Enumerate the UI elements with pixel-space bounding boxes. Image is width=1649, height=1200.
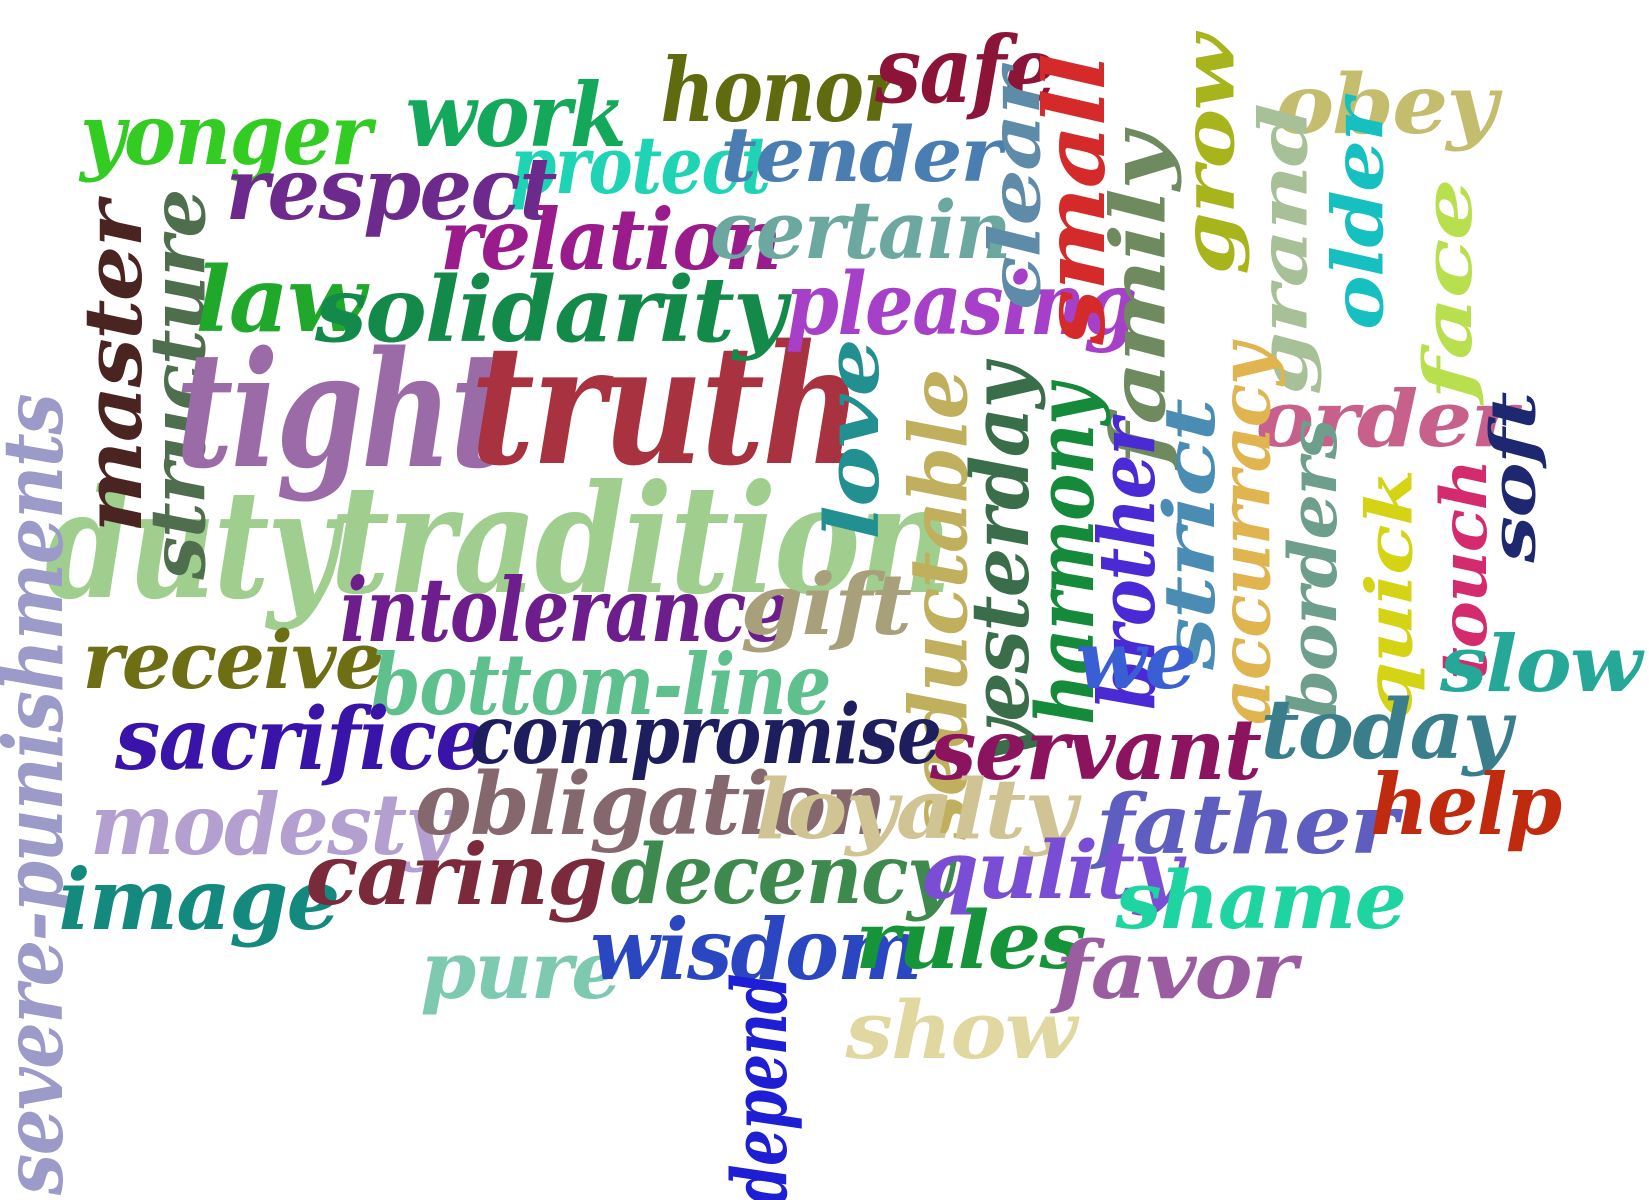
word-depend: depend <box>715 974 805 1200</box>
word-we: we <box>1074 613 1196 707</box>
word-protect: protect <box>509 118 771 212</box>
word-severe-punishments: severe-punishments <box>0 394 83 1196</box>
word-respect: respect <box>225 139 557 240</box>
word-rules: rules <box>855 893 1086 987</box>
word-today: today <box>1259 682 1511 778</box>
word-shame: shame <box>1114 853 1406 947</box>
word-solidarity: solidarity <box>315 257 787 363</box>
word-work: work <box>405 63 626 167</box>
word-compromise: compromise <box>469 687 942 783</box>
word-help: help <box>1369 755 1562 854</box>
word-tradition: tradition <box>329 452 952 628</box>
word-favor: favor <box>1054 923 1297 1017</box>
word-obey: obey <box>1275 57 1497 153</box>
word-sacrifice: sacrifice <box>115 689 486 790</box>
word-decency: decency <box>610 827 952 923</box>
word-truth: truth <box>470 307 862 502</box>
word-father: father <box>1094 777 1397 873</box>
word-certain: certain <box>710 183 1011 277</box>
word-bottom-line: bottom-line <box>369 635 832 734</box>
word-tender: tender <box>720 110 1002 199</box>
word-tight: tight <box>174 316 507 504</box>
word-gift: gift <box>740 555 912 654</box>
word-image: image <box>57 850 340 949</box>
word-intolerance: intolerance <box>340 558 791 662</box>
word-older: older <box>1315 100 1399 330</box>
word-qulity: qulity <box>920 823 1181 917</box>
word-receive: receive <box>81 613 384 707</box>
word-relation: relation <box>439 190 782 289</box>
word-yonger: yonger <box>80 85 372 184</box>
word-wisdom: wisdom <box>589 900 922 999</box>
word-borders: borders <box>1273 420 1352 720</box>
word-grow: grow <box>1164 35 1250 275</box>
word-law: law <box>195 247 366 353</box>
word-love: love <box>809 340 896 540</box>
word-order: order <box>1254 374 1516 465</box>
word-duty: duty <box>45 457 338 633</box>
word-loyalty: loyalty <box>754 762 1077 858</box>
word-honor: honor <box>660 38 901 142</box>
word-face: face <box>1409 179 1488 401</box>
word-pure: pure <box>420 923 621 1017</box>
word-safe: safe <box>875 16 1057 124</box>
word-obligation: obligation <box>414 754 887 855</box>
word-servant: servant <box>930 700 1262 799</box>
word-caring: caring <box>304 825 607 924</box>
word-slow: slow <box>1440 619 1642 710</box>
word-show: show <box>845 983 1077 1077</box>
word-pleasing: pleasing <box>784 254 1137 355</box>
word-modesty: modesty <box>90 775 452 874</box>
